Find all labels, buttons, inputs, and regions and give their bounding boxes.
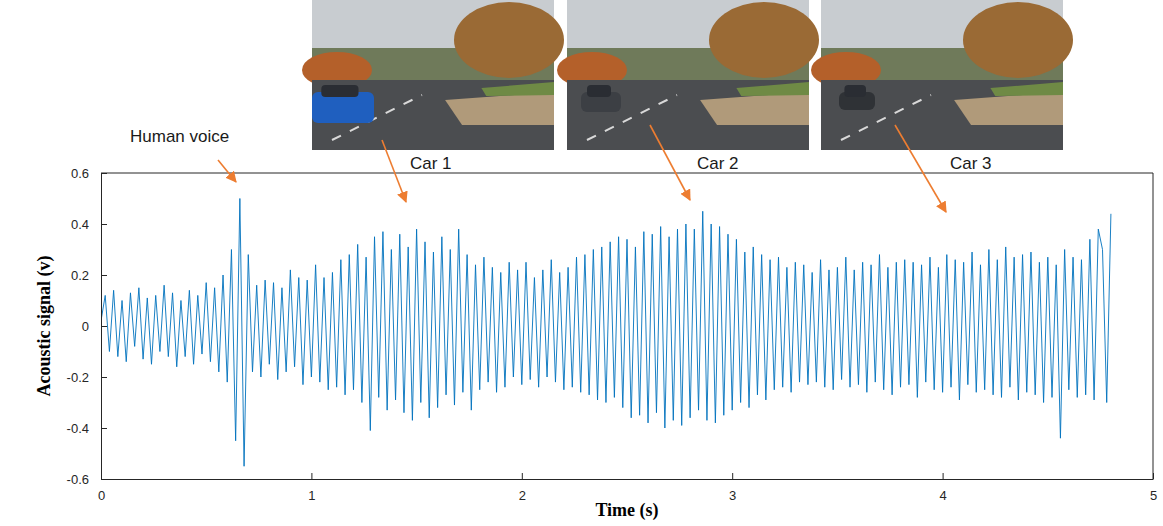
y-tick-label: -0.6 — [67, 472, 89, 487]
annotation-arrow — [382, 140, 406, 202]
x-axis: 0 1 2 3 4 5 — [98, 473, 1157, 503]
y-tick-mark — [101, 479, 107, 480]
x-axis-line — [102, 479, 1154, 480]
y-tick: -0.4 — [67, 421, 107, 436]
x-axis-title: Time (s) — [595, 500, 658, 521]
x-tick-mark — [311, 473, 312, 479]
x-tick-mark — [1153, 473, 1154, 479]
annotation-arrow — [218, 160, 236, 182]
photo-tree — [709, 2, 819, 78]
x-tick: 2 — [519, 473, 526, 503]
photo-tree — [963, 2, 1073, 78]
y-tick-label: -0.2 — [67, 370, 89, 385]
y-tick-label: 0.4 — [71, 217, 89, 232]
annotation-arrow — [895, 125, 946, 212]
x-tick-label: 1 — [308, 488, 315, 503]
photo-pavement — [954, 92, 1063, 125]
x-tick: 4 — [939, 473, 946, 503]
annotation-label: Car 1 — [410, 154, 452, 173]
photo-grass — [990, 82, 1063, 96]
x-tick-mark — [943, 473, 944, 479]
x-tick-mark — [522, 473, 523, 479]
y-tick: 0 — [82, 319, 107, 334]
annotation-label: Human voice — [130, 127, 229, 146]
y-tick: 0.6 — [71, 166, 107, 181]
frame — [1153, 173, 1154, 479]
photo-car-window — [587, 85, 611, 97]
annotation-label: Car 3 — [950, 154, 992, 173]
y-tick-label: 0.6 — [71, 166, 89, 181]
photo-grass — [481, 82, 554, 96]
photo-pavement — [445, 92, 554, 125]
y-tick: 0.4 — [71, 217, 107, 232]
photo-grass — [736, 82, 809, 96]
y-tick-mark — [101, 224, 107, 225]
y-tick-mark — [101, 428, 107, 429]
chart: 0 1 2 3 4 5 -0.6 -0.4 -0.2 0 0.2 0.4 0.6 Time (s) Acou… — [0, 0, 1163, 526]
y-axis: -0.6 -0.4 -0.2 0 0.2 0.4 0.6 — [67, 166, 107, 487]
x-tick-mark — [732, 473, 733, 479]
plot-area — [101, 199, 1111, 467]
y-tick: -0.6 — [67, 472, 107, 487]
signal-line — [101, 199, 1111, 467]
photo-road — [312, 80, 554, 150]
y-tick-label: -0.4 — [67, 421, 89, 436]
photo — [811, 0, 1073, 150]
x-tick-label: 0 — [98, 488, 105, 503]
y-tick-mark — [101, 275, 107, 276]
annotations: Human voice Car 1 Car 2 Car 3 — [130, 125, 992, 212]
y-tick-mark — [101, 377, 107, 378]
x-tick-label: 5 — [1150, 488, 1157, 503]
photo-tree — [454, 2, 564, 78]
x-tick: 1 — [308, 473, 315, 503]
frame — [101, 173, 1153, 174]
photo-car-window — [844, 85, 866, 97]
y-tick-label: 0 — [82, 319, 89, 334]
x-tick: 3 — [729, 473, 736, 503]
y-tick-mark — [101, 326, 107, 327]
photo — [302, 0, 564, 150]
x-tick-label: 2 — [519, 488, 526, 503]
annotation-label: Car 2 — [697, 154, 739, 173]
photo — [557, 0, 819, 150]
y-tick-mark — [101, 173, 107, 174]
x-tick-label: 4 — [939, 488, 946, 503]
y-tick: 0.2 — [71, 268, 107, 283]
y-tick-label: 0.2 — [71, 268, 89, 283]
annotation-arrow — [650, 125, 690, 200]
y-tick: -0.2 — [67, 370, 107, 385]
photo-road — [821, 80, 1063, 150]
photo-car-window — [321, 85, 358, 97]
x-tick: 5 — [1150, 473, 1157, 503]
photo-road — [567, 80, 809, 150]
y-axis-title: Acoustic signal (v) — [34, 256, 55, 397]
x-tick-label: 3 — [729, 488, 736, 503]
photo-pavement — [700, 92, 809, 125]
